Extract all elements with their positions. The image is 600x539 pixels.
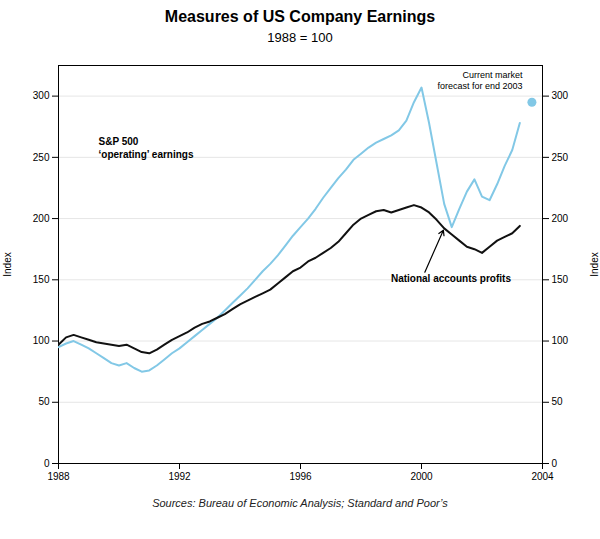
svg-text:100: 100 bbox=[552, 335, 569, 346]
svg-text:300: 300 bbox=[33, 90, 50, 101]
svg-text:50: 50 bbox=[552, 396, 564, 407]
svg-text:Index: Index bbox=[2, 252, 13, 276]
svg-text:1992: 1992 bbox=[168, 471, 191, 482]
svg-text:2004: 2004 bbox=[531, 471, 554, 482]
html-text:Measures of US Company Earning: Measures of US Company Earnings bbox=[164, 8, 436, 25]
svg-text:100: 100 bbox=[33, 335, 50, 346]
svg-text:0: 0 bbox=[552, 458, 558, 469]
svg-text:250: 250 bbox=[33, 152, 50, 163]
svg-text:Index: Index bbox=[589, 252, 600, 276]
svg-text:0: 0 bbox=[44, 458, 50, 469]
svg-text:300: 300 bbox=[552, 90, 569, 101]
svg-text:200: 200 bbox=[552, 213, 569, 224]
svg-text:Current marketforecast for end: Current marketforecast for end 2003 bbox=[437, 69, 523, 90]
svg-text:250: 250 bbox=[552, 152, 569, 163]
svg-text:150: 150 bbox=[33, 274, 50, 285]
svg-text:50: 50 bbox=[38, 396, 50, 407]
html-text:1988 = 100: 1988 = 100 bbox=[267, 30, 333, 45]
svg-text:200: 200 bbox=[33, 213, 50, 224]
svg-text:150: 150 bbox=[552, 274, 569, 285]
svg-text:1988: 1988 bbox=[47, 471, 70, 482]
svg-text:S&P 500‘operating’ earnings: S&P 500‘operating’ earnings bbox=[99, 136, 194, 160]
svg-text:National accounts profits: National accounts profits bbox=[391, 273, 511, 284]
html-text:Sources: Bureau of Economic An: Sources: Bureau of Economic Analysis; St… bbox=[152, 497, 448, 509]
svg-text:2000: 2000 bbox=[410, 471, 433, 482]
svg-text:1996: 1996 bbox=[289, 471, 312, 482]
